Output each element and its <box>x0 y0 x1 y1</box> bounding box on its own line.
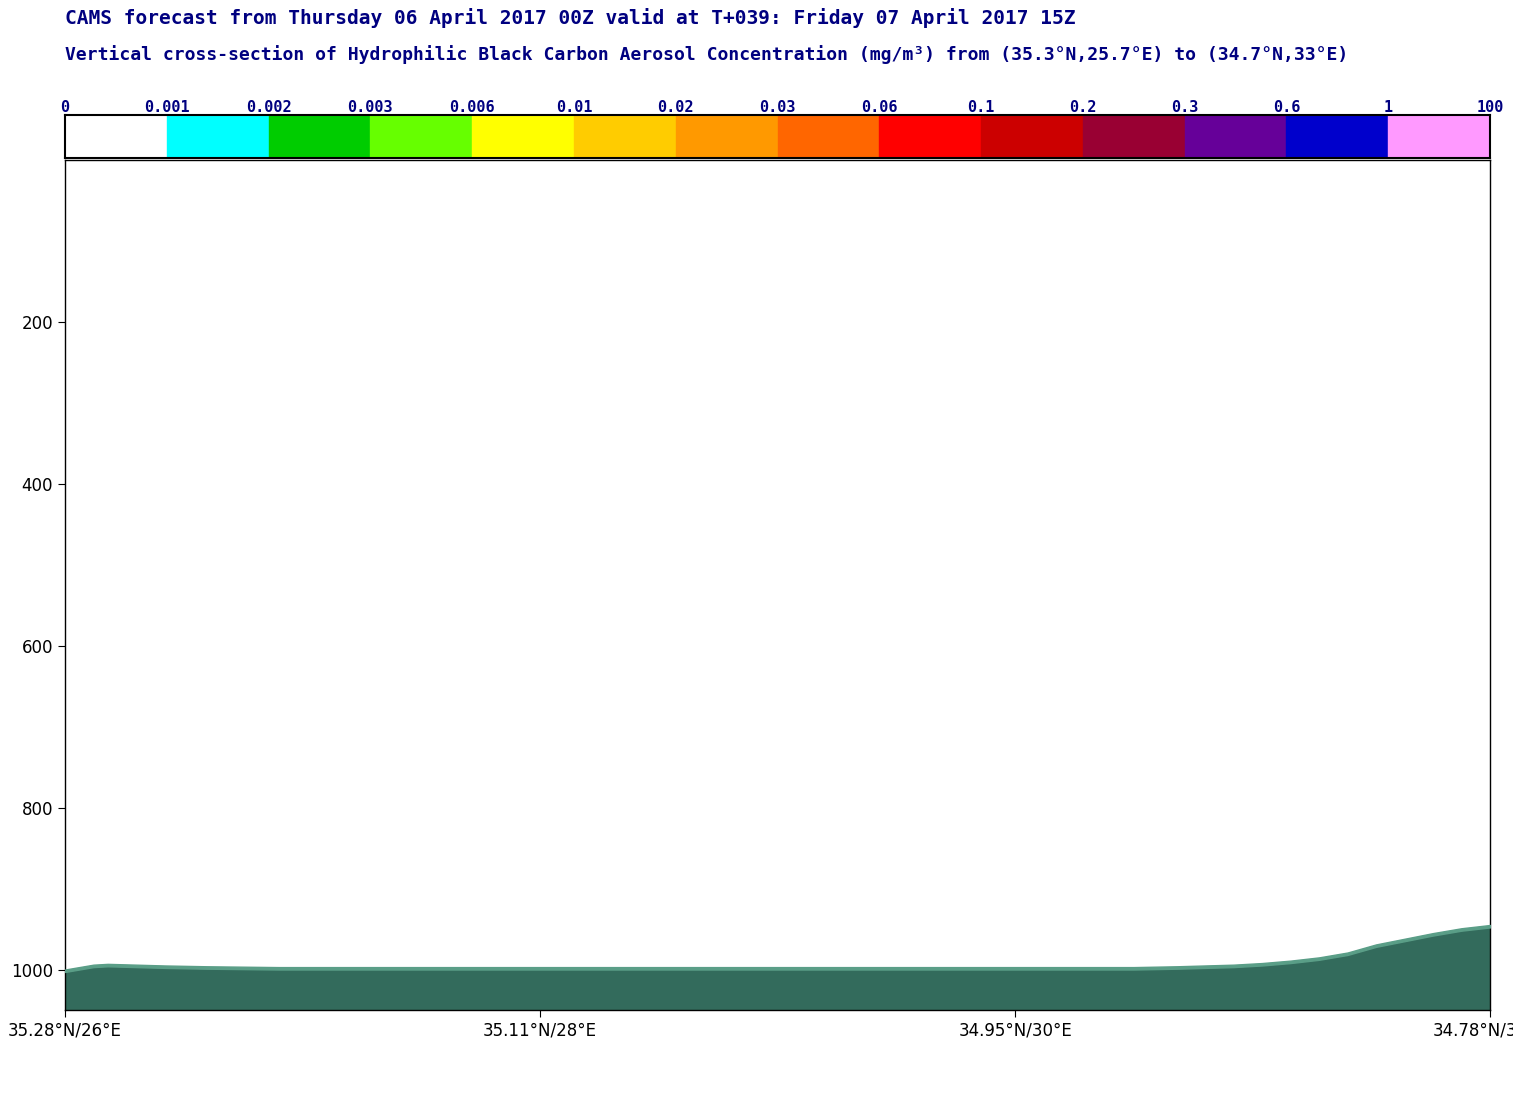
Text: 0.02: 0.02 <box>658 100 694 115</box>
Text: 100: 100 <box>1477 100 1504 115</box>
Bar <box>980 115 1083 159</box>
Bar <box>573 115 676 159</box>
Bar <box>676 115 778 159</box>
Text: 0.03: 0.03 <box>760 100 796 115</box>
Bar <box>269 115 371 159</box>
Text: 0.6: 0.6 <box>1272 100 1300 115</box>
Text: 0: 0 <box>61 100 70 115</box>
Text: 0.1: 0.1 <box>967 100 994 115</box>
Bar <box>1389 115 1490 159</box>
Text: 0.06: 0.06 <box>861 100 897 115</box>
Text: 1: 1 <box>1384 100 1393 115</box>
Text: 0.01: 0.01 <box>555 100 592 115</box>
Bar <box>778 115 879 159</box>
Text: 0.003: 0.003 <box>348 100 393 115</box>
Text: 0.3: 0.3 <box>1171 100 1198 115</box>
Text: 0.2: 0.2 <box>1070 100 1097 115</box>
Bar <box>1185 115 1286 159</box>
Bar <box>1286 115 1389 159</box>
Text: CAMS forecast from Thursday 06 April 2017 00Z valid at T+039: Friday 07 April 20: CAMS forecast from Thursday 06 April 201… <box>65 8 1076 28</box>
Bar <box>65 115 166 159</box>
Bar <box>166 115 269 159</box>
Bar <box>1083 115 1185 159</box>
Text: 0.001: 0.001 <box>144 100 189 115</box>
Bar <box>879 115 980 159</box>
Text: Vertical cross-section of Hydrophilic Black Carbon Aerosol Concentration (mg/m³): Vertical cross-section of Hydrophilic Bl… <box>65 45 1348 64</box>
Bar <box>472 115 573 159</box>
Text: 0.006: 0.006 <box>449 100 495 115</box>
Text: 0.002: 0.002 <box>245 100 292 115</box>
Bar <box>371 115 472 159</box>
